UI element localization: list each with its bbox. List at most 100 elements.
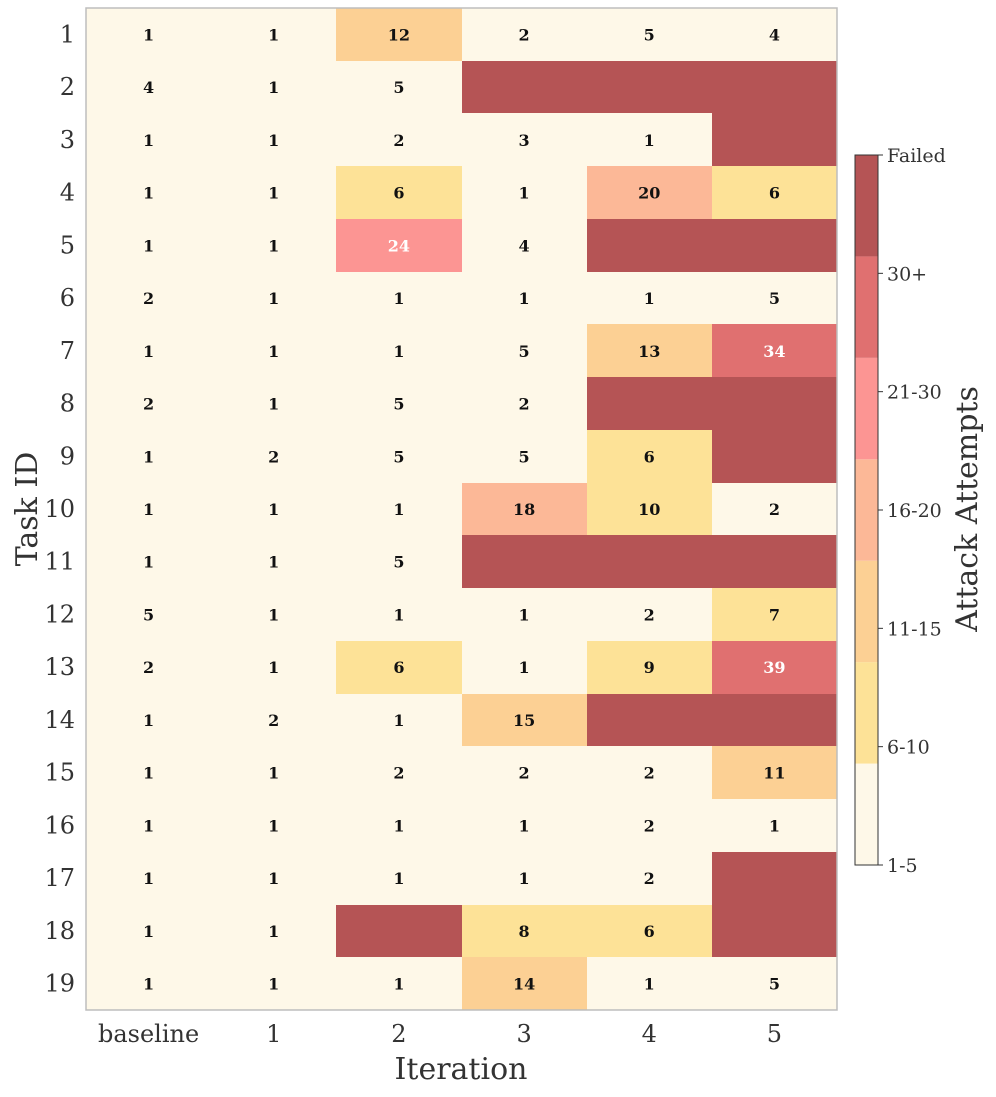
heatmap-cell-labels: 1 1 12 2 5 44 1 51 1 2 3 11 1 6 1 20 61 1 24 42 1 1 1 1 51 1 1 5 13 3…: [143, 25, 786, 993]
cell-value-r18-c1: 1: [268, 922, 279, 941]
cell-value-r7-c3: 5: [519, 342, 530, 361]
cell-value-r5-c1: 1: [268, 236, 279, 255]
heatmap-cell-r12-c4: [587, 588, 712, 641]
cell-value-r14-c0: 1: [143, 711, 154, 730]
heatmap-cell-r18-c1: [211, 905, 336, 957]
heatmap-cell-r6-c5: [712, 272, 837, 324]
cell-value-r5-c2: 24: [388, 236, 410, 255]
cell-value-r1-c3: 2: [519, 25, 530, 44]
heatmap-cell-r9-c0: [86, 430, 211, 483]
cell-value-r19-c2: 1: [393, 975, 404, 994]
colorbar-bin-6-10: [855, 662, 878, 764]
heatmap-cell-r7-c3: [462, 324, 587, 377]
y-tick-label-1: 1: [60, 20, 75, 48]
cell-value-r16-c1: 1: [268, 816, 279, 835]
heatmap-cell-r12-c2: [336, 588, 462, 641]
heatmap-cell-r7-c5: [712, 324, 837, 377]
heatmap-cell-r12-c3: [462, 588, 587, 641]
cell-value-r17-c4: 2: [644, 869, 655, 888]
cell-value-r18-c3: 8: [519, 922, 530, 941]
heatmap-cell-r7-c2: [336, 324, 462, 377]
heatmap-cell-r13-c3: [462, 641, 587, 694]
heatmap-cell-r12-c1: [211, 588, 336, 641]
heatmap-cell-r13-c2: [336, 641, 462, 694]
heatmap-cell-r18-c4: [587, 905, 712, 957]
cell-value-r15-c2: 2: [393, 764, 404, 783]
heatmap-cell-r10-c0: [86, 483, 211, 535]
heatmap-cell-r2-c3: [462, 61, 587, 113]
cell-value-r3-c1: 1: [268, 131, 279, 150]
heatmap-cell-r19-c2: [336, 957, 462, 1010]
y-tick-label-15: 15: [44, 759, 75, 787]
heatmap-cell-r6-c4: [587, 272, 712, 324]
colorbar-tick-label-6-10: 6-10: [887, 737, 930, 759]
heatmap-cell-r18-c0: [86, 905, 211, 957]
cell-value-r9-c1: 2: [268, 447, 279, 466]
cell-value-r10-c3: 18: [513, 500, 535, 519]
cell-value-r6-c2: 1: [393, 289, 404, 308]
heatmap-cell-r18-c2: [336, 905, 462, 957]
heatmap-cell-r10-c5: [712, 483, 837, 535]
cell-value-r2-c1: 1: [268, 78, 279, 97]
y-tick-label-14: 14: [44, 706, 75, 734]
cell-value-r11-c0: 1: [143, 553, 154, 572]
cell-value-r18-c0: 1: [143, 922, 154, 941]
cell-value-r3-c3: 3: [519, 131, 530, 150]
heatmap-cell-r11-c5: [712, 535, 837, 588]
cell-value-r19-c0: 1: [143, 975, 154, 994]
heatmap-cell-r1-c5: [712, 8, 837, 61]
heatmap-cell-r15-c1: [211, 746, 336, 799]
cell-value-r4-c3: 1: [519, 184, 530, 203]
heatmap-cell-r17-c2: [336, 852, 462, 905]
cell-value-r12-c0: 5: [143, 605, 154, 624]
heatmap-cell-r2-c1: [211, 61, 336, 113]
cell-value-r6-c5: 5: [769, 289, 780, 308]
heatmap-cell-r15-c2: [336, 746, 462, 799]
y-tick-label-3: 3: [60, 126, 75, 154]
heatmap-cell-r14-c4: [587, 694, 712, 746]
heatmap-cell-r3-c2: [336, 113, 462, 166]
cell-value-r13-c3: 1: [519, 658, 530, 677]
y-axis-label: Task ID: [10, 452, 45, 567]
plot-frame: [85, 7, 838, 1011]
cell-value-r10-c4: 10: [638, 500, 660, 519]
cell-value-r17-c1: 1: [268, 869, 279, 888]
cell-value-r17-c0: 1: [143, 869, 154, 888]
x-tick-label-2: 2: [391, 1020, 406, 1048]
heatmap-cell-r4-c2: [336, 166, 462, 219]
cell-value-r16-c0: 1: [143, 816, 154, 835]
heatmap-cell-r17-c5: [712, 852, 837, 905]
heatmap-cell-r6-c0: [86, 272, 211, 324]
heatmap-cell-r16-c5: [712, 799, 837, 852]
cell-value-r1-c5: 4: [769, 25, 780, 44]
colorbar-tick-label-11-15: 11-15: [887, 618, 942, 640]
colorbar-tick-label-30+: 30+: [887, 263, 927, 285]
cell-value-r5-c0: 1: [143, 236, 154, 255]
colorbar: [854, 154, 879, 866]
heatmap-cell-r14-c3: [462, 694, 587, 746]
cell-value-r6-c0: 2: [143, 289, 154, 308]
x-axis-label: Iteration: [395, 1052, 528, 1087]
heatmap-cell-r6-c2: [336, 272, 462, 324]
heatmap-cell-r5-c2: [336, 219, 462, 272]
heatmap-cell-r2-c4: [587, 61, 712, 113]
cell-value-r10-c0: 1: [143, 500, 154, 519]
heatmap-cell-r11-c4: [587, 535, 712, 588]
heatmap-cell-r9-c1: [211, 430, 336, 483]
colorbar-bin-1-5: [855, 763, 878, 865]
x-tick-label-5: 5: [767, 1020, 782, 1048]
heatmap-cell-r6-c1: [211, 272, 336, 324]
y-tick-label-11: 11: [44, 548, 75, 576]
heatmap-cell-r3-c0: [86, 113, 211, 166]
heatmap-cell-r18-c5: [712, 905, 837, 957]
heatmap-cell-r3-c3: [462, 113, 587, 166]
heatmap-cell-r1-c3: [462, 8, 587, 61]
cell-value-r13-c5: 39: [763, 658, 785, 677]
colorbar-bin-16-20: [855, 459, 878, 561]
cell-value-r15-c3: 2: [519, 764, 530, 783]
heatmap-cell-r10-c4: [587, 483, 712, 535]
colorbar-bin-21-30: [855, 357, 878, 460]
cell-value-r5-c3: 4: [519, 236, 530, 255]
cell-value-r11-c1: 1: [268, 553, 279, 572]
